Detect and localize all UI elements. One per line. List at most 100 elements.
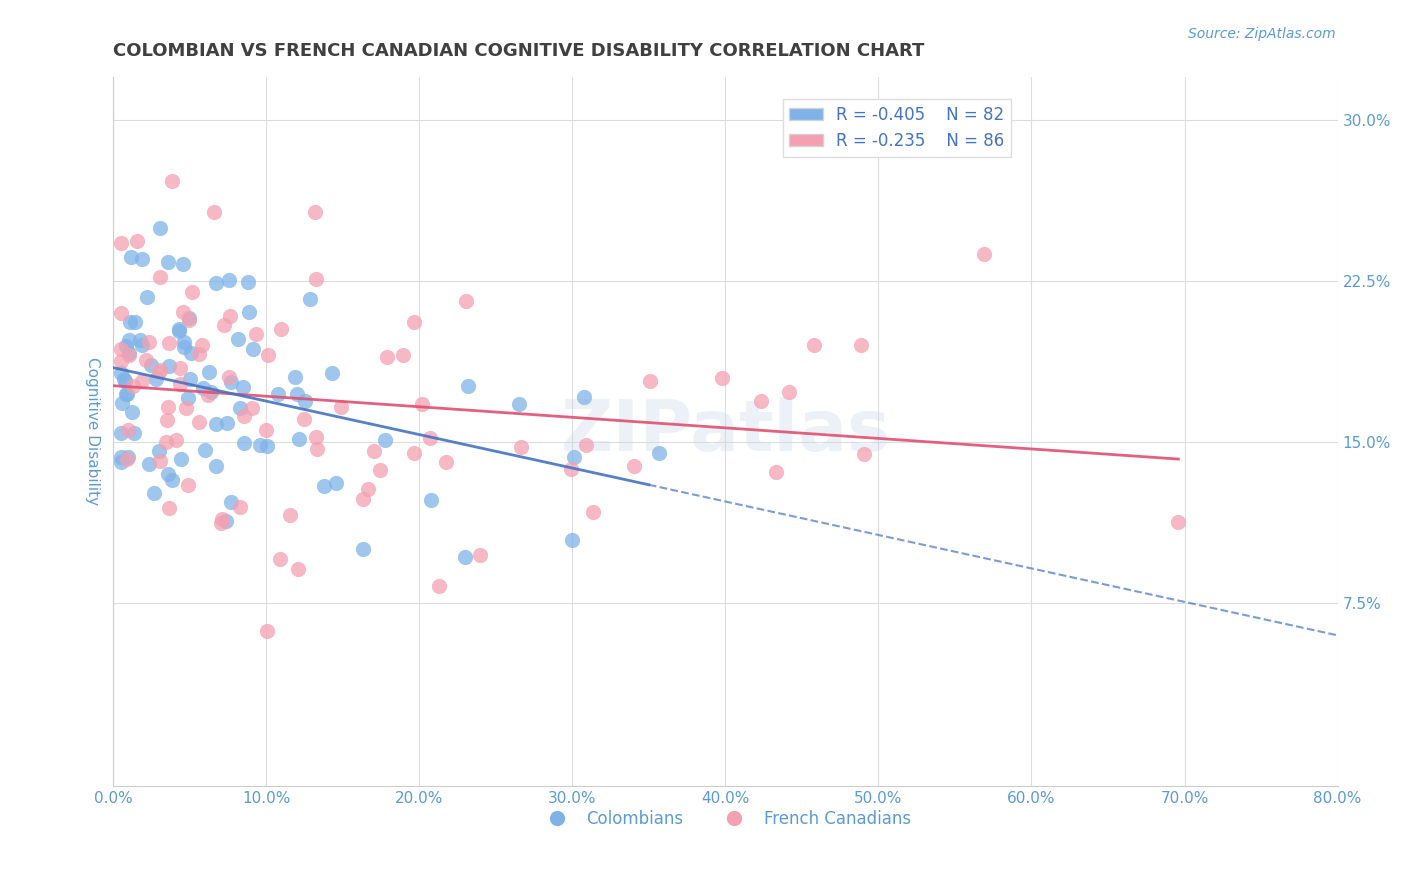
Point <box>157 400 180 414</box>
Point <box>176 391 198 405</box>
Point <box>115 386 138 401</box>
Point <box>167 324 190 338</box>
Point <box>205 458 228 473</box>
Point <box>749 393 772 408</box>
Point <box>294 412 316 426</box>
Point <box>187 416 209 430</box>
Point <box>110 236 132 251</box>
Point <box>172 305 194 319</box>
Point <box>205 276 228 290</box>
Point <box>179 346 201 360</box>
Point <box>363 443 385 458</box>
Point <box>209 516 232 530</box>
Point <box>172 257 194 271</box>
Point <box>254 423 277 437</box>
Point <box>131 374 153 388</box>
Point <box>640 374 662 388</box>
Y-axis label: Cognitive Disability: Cognitive Disability <box>86 357 100 505</box>
Point <box>128 333 150 347</box>
Point <box>148 362 170 376</box>
Point <box>115 451 138 466</box>
Point <box>138 458 160 472</box>
Point <box>470 549 492 563</box>
Point <box>169 376 191 391</box>
Point <box>803 338 825 352</box>
Point <box>190 337 212 351</box>
Point <box>173 341 195 355</box>
Point <box>232 435 254 450</box>
Point <box>212 318 235 332</box>
Point <box>287 562 309 576</box>
Text: Source: ZipAtlas.com: Source: ZipAtlas.com <box>1188 27 1336 41</box>
Point <box>177 478 200 492</box>
Point <box>169 360 191 375</box>
Point <box>181 285 204 299</box>
Point <box>242 342 264 356</box>
Point <box>329 400 352 414</box>
Point <box>305 430 328 444</box>
Point <box>215 416 238 430</box>
Point <box>193 381 215 395</box>
Point <box>232 409 254 424</box>
Point <box>167 322 190 336</box>
Point <box>582 505 605 519</box>
Point <box>420 493 443 508</box>
Point <box>162 473 184 487</box>
Point <box>138 335 160 350</box>
Point <box>117 333 139 347</box>
Point <box>117 450 139 465</box>
Point <box>427 579 450 593</box>
Point <box>312 479 335 493</box>
Point <box>510 440 533 454</box>
Point <box>127 234 149 248</box>
Point <box>508 397 530 411</box>
Point <box>575 437 598 451</box>
Point <box>142 485 165 500</box>
Text: ZIPatlas: ZIPatlas <box>561 397 890 466</box>
Point <box>325 475 347 490</box>
Point <box>194 443 217 458</box>
Point <box>110 366 132 380</box>
Point <box>457 378 479 392</box>
Point <box>118 346 141 360</box>
Point <box>117 386 139 401</box>
Point <box>256 624 278 639</box>
Point <box>219 495 242 509</box>
Point <box>257 348 280 362</box>
Point <box>218 272 240 286</box>
Point <box>434 455 457 469</box>
Point <box>162 174 184 188</box>
Point <box>973 247 995 261</box>
Point <box>179 372 201 386</box>
Point <box>200 385 222 400</box>
Point <box>177 310 200 325</box>
Point <box>456 293 478 308</box>
Point <box>149 454 172 468</box>
Point <box>419 431 441 445</box>
Point <box>284 370 307 384</box>
Point <box>110 306 132 320</box>
Point <box>118 348 141 362</box>
Point <box>218 370 240 384</box>
Point <box>198 365 221 379</box>
Point <box>238 305 260 319</box>
Point <box>294 393 316 408</box>
Point <box>110 353 132 368</box>
Point <box>765 466 787 480</box>
Point <box>187 347 209 361</box>
Point <box>352 491 374 506</box>
Point <box>114 374 136 388</box>
Point <box>173 335 195 350</box>
Point <box>156 467 179 482</box>
Point <box>135 353 157 368</box>
Point <box>205 417 228 432</box>
Point <box>356 483 378 497</box>
Point <box>304 204 326 219</box>
Point <box>321 367 343 381</box>
Point <box>391 348 413 362</box>
Point <box>110 343 132 357</box>
Point <box>1167 515 1189 529</box>
Point <box>249 438 271 452</box>
Point <box>112 371 135 385</box>
Point <box>288 432 311 446</box>
